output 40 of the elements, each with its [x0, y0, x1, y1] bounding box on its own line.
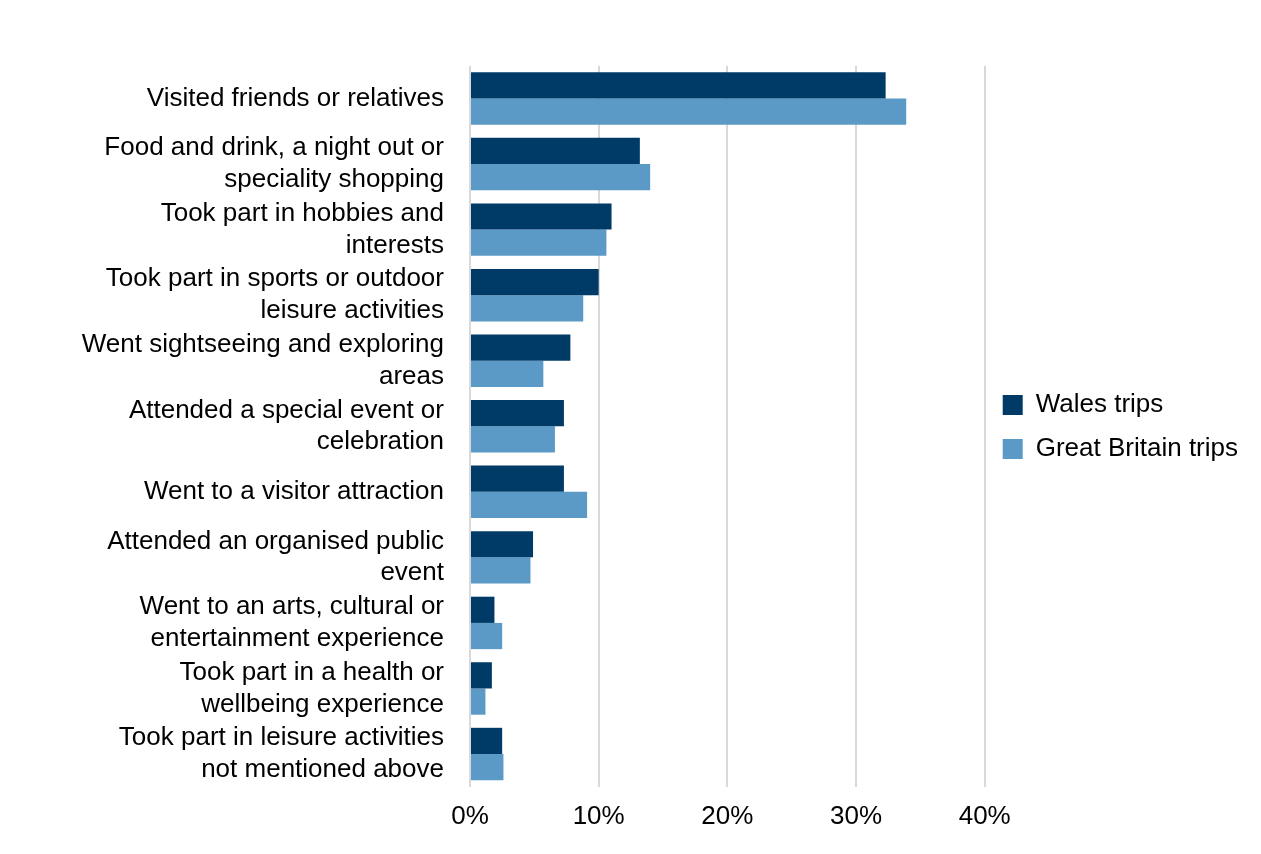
- bar: [471, 754, 504, 781]
- y-tick-label: Went to an arts, cultural or entertainment experience: [139, 590, 445, 652]
- bar: [471, 98, 907, 125]
- bar: [471, 662, 492, 689]
- y-tick-label: Attended an organised public event: [107, 524, 445, 587]
- bar: [471, 137, 640, 165]
- bar: [471, 557, 531, 584]
- bar: [471, 622, 503, 650]
- bar: [471, 268, 599, 296]
- legend-label: Wales trips: [1035, 388, 1164, 419]
- y-tick-label: Attended a special event or celebration: [128, 393, 445, 456]
- bar: [471, 465, 564, 492]
- y-tick-label: Took part in a health or wellbeing experience: [179, 655, 445, 718]
- bar: [471, 72, 886, 99]
- x-tick-label: 30%: [830, 799, 883, 830]
- x-tick-label: 20%: [701, 799, 754, 830]
- bar: [471, 229, 607, 256]
- x-tick-label: 40%: [958, 799, 1011, 830]
- bar: [471, 426, 555, 453]
- bar: [471, 727, 503, 755]
- bar: [471, 360, 544, 387]
- y-tick-label: Took part in leisure activities not mentioned above: [118, 721, 444, 784]
- y-tick-label: Went sightseeing and exploring areas: [81, 328, 444, 390]
- bar: [471, 531, 534, 558]
- x-tick-label: 10%: [572, 799, 625, 830]
- y-tick-label: Took part in hobbies and interests: [160, 196, 444, 259]
- bar: [471, 596, 495, 623]
- bar: [471, 400, 564, 427]
- y-tick-label: Food and drink, a night out or speciality shopping: [104, 131, 445, 194]
- y-tick-label: Visited friends or relatives: [146, 81, 444, 112]
- y-tick-label: Went to a visitor attraction: [143, 474, 444, 505]
- bar: [471, 164, 651, 191]
- bar: [471, 295, 584, 322]
- bar: [471, 334, 571, 361]
- bar: [471, 491, 588, 519]
- y-tick-label: Took part in sports or outdoor leisure activities: [105, 262, 445, 325]
- bar: [471, 688, 486, 715]
- x-tick-label: 0%: [451, 799, 489, 830]
- bar: [471, 203, 612, 230]
- legend-label: Great Britain trips: [1035, 432, 1239, 463]
